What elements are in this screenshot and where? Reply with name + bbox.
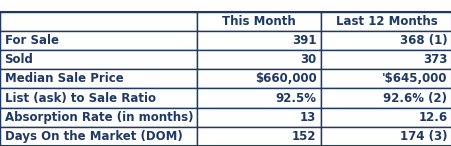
Text: 373: 373 (422, 53, 446, 66)
Bar (196, 50, 320, 69)
Text: Sold: Sold (5, 53, 33, 66)
Bar (320, 88, 451, 108)
Bar (320, 108, 451, 127)
Text: 92.5%: 92.5% (275, 92, 316, 105)
Bar (196, 88, 320, 108)
Text: Last 12 Months: Last 12 Months (335, 15, 437, 28)
Bar (196, 108, 320, 127)
Bar (320, 31, 451, 50)
Bar (0, 12, 196, 31)
Text: List (ask) to Sale Ratio: List (ask) to Sale Ratio (5, 92, 155, 105)
Bar (196, 31, 320, 50)
Text: 12.6: 12.6 (418, 111, 446, 124)
Bar (320, 50, 451, 69)
Bar (320, 127, 451, 146)
Text: Days On the Market (DOM): Days On the Market (DOM) (5, 130, 182, 143)
Bar (320, 69, 451, 88)
Bar (0, 69, 196, 88)
Bar (0, 31, 196, 50)
Text: This Month: This Month (221, 15, 295, 28)
Bar (0, 127, 196, 146)
Bar (320, 12, 451, 31)
Bar (196, 69, 320, 88)
Text: 368 (1): 368 (1) (399, 34, 446, 47)
Bar (0, 88, 196, 108)
Text: $660,000: $660,000 (254, 72, 316, 85)
Text: 152: 152 (291, 130, 316, 143)
Bar (0, 108, 196, 127)
Text: Absorption Rate (in months): Absorption Rate (in months) (5, 111, 193, 124)
Text: '$645,000: '$645,000 (381, 72, 446, 85)
Text: 13: 13 (299, 111, 316, 124)
Text: 92.6% (2): 92.6% (2) (382, 92, 446, 105)
Bar (196, 12, 320, 31)
Bar (196, 127, 320, 146)
Text: 30: 30 (299, 53, 316, 66)
Text: Median Sale Price: Median Sale Price (5, 72, 123, 85)
Bar (0, 50, 196, 69)
Text: 174 (3): 174 (3) (399, 130, 446, 143)
Text: For Sale: For Sale (5, 34, 58, 47)
Text: 391: 391 (291, 34, 316, 47)
